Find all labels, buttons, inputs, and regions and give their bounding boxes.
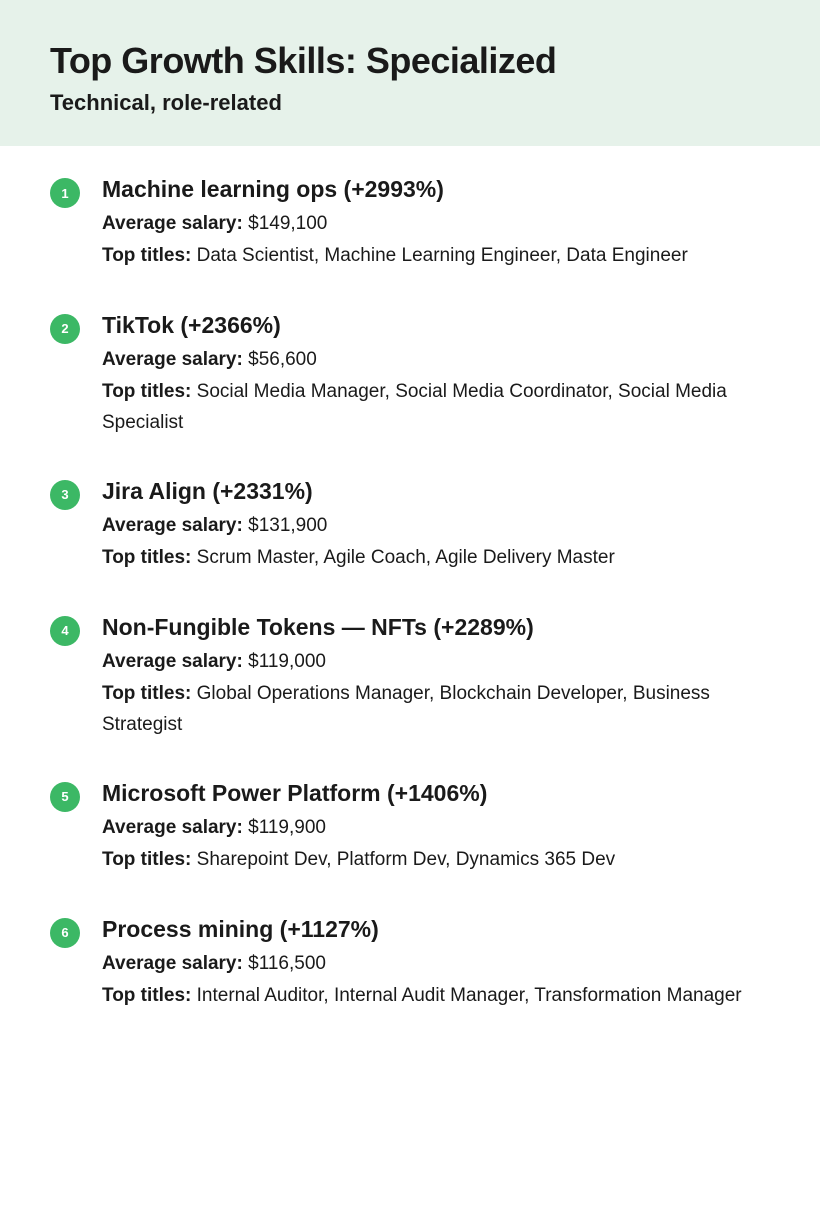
list-item: 1 Machine learning ops (+2993%) Average … xyxy=(50,176,770,274)
top-titles-value: Sharepoint Dev, Platform Dev, Dynamics 3… xyxy=(197,849,616,870)
avg-salary-value: $149,100 xyxy=(248,213,327,234)
top-titles-label: Top titles: xyxy=(102,683,191,704)
avg-salary-label: Average salary: xyxy=(102,349,243,370)
item-content: Non-Fungible Tokens — NFTs (+2289%) Aver… xyxy=(102,614,770,742)
top-titles-line: Top titles: Sharepoint Dev, Platform Dev… xyxy=(102,845,770,875)
top-titles-label: Top titles: xyxy=(102,547,191,568)
skill-title: Non-Fungible Tokens — NFTs (+2289%) xyxy=(102,614,770,641)
skill-title: TikTok (+2366%) xyxy=(102,312,770,339)
rank-badge: 3 xyxy=(50,480,80,510)
rank-badge: 6 xyxy=(50,918,80,948)
header-block: Top Growth Skills: Specialized Technical… xyxy=(0,0,820,146)
avg-salary-line: Average salary: $149,100 xyxy=(102,209,770,239)
top-titles-line: Top titles: Social Media Manager, Social… xyxy=(102,377,770,438)
item-content: Process mining (+1127%) Average salary: … xyxy=(102,916,770,1014)
avg-salary-label: Average salary: xyxy=(102,953,243,974)
rank-badge: 4 xyxy=(50,616,80,646)
avg-salary-value: $119,900 xyxy=(248,817,326,838)
item-content: TikTok (+2366%) Average salary: $56,600 … xyxy=(102,312,770,440)
top-titles-line: Top titles: Global Operations Manager, B… xyxy=(102,679,770,740)
top-titles-label: Top titles: xyxy=(102,245,191,266)
avg-salary-line: Average salary: $119,900 xyxy=(102,813,770,843)
avg-salary-value: $56,600 xyxy=(248,349,317,370)
avg-salary-line: Average salary: $131,900 xyxy=(102,511,770,541)
list-item: 2 TikTok (+2366%) Average salary: $56,60… xyxy=(50,312,770,440)
list-item: 3 Jira Align (+2331%) Average salary: $1… xyxy=(50,478,770,576)
list-item: 5 Microsoft Power Platform (+1406%) Aver… xyxy=(50,780,770,878)
skill-title: Process mining (+1127%) xyxy=(102,916,770,943)
top-titles-line: Top titles: Internal Auditor, Internal A… xyxy=(102,981,770,1011)
avg-salary-line: Average salary: $116,500 xyxy=(102,949,770,979)
top-titles-label: Top titles: xyxy=(102,381,191,402)
rank-badge: 2 xyxy=(50,314,80,344)
list-item: 4 Non-Fungible Tokens — NFTs (+2289%) Av… xyxy=(50,614,770,742)
top-titles-value: Global Operations Manager, Blockchain De… xyxy=(102,683,710,734)
item-content: Microsoft Power Platform (+1406%) Averag… xyxy=(102,780,770,878)
avg-salary-label: Average salary: xyxy=(102,817,243,838)
top-titles-value: Data Scientist, Machine Learning Enginee… xyxy=(197,245,688,266)
top-titles-value: Scrum Master, Agile Coach, Agile Deliver… xyxy=(197,547,615,568)
top-titles-line: Top titles: Data Scientist, Machine Lear… xyxy=(102,241,770,271)
item-content: Machine learning ops (+2993%) Average sa… xyxy=(102,176,770,274)
top-titles-value: Internal Auditor, Internal Audit Manager… xyxy=(197,985,742,1006)
top-titles-line: Top titles: Scrum Master, Agile Coach, A… xyxy=(102,543,770,573)
avg-salary-value: $131,900 xyxy=(248,515,327,536)
skill-title: Microsoft Power Platform (+1406%) xyxy=(102,780,770,807)
top-titles-label: Top titles: xyxy=(102,985,191,1006)
skill-title: Machine learning ops (+2993%) xyxy=(102,176,770,203)
avg-salary-value: $116,500 xyxy=(248,953,326,974)
avg-salary-label: Average salary: xyxy=(102,515,243,536)
avg-salary-line: Average salary: $56,600 xyxy=(102,345,770,375)
page-title: Top Growth Skills: Specialized xyxy=(50,40,770,82)
skill-title: Jira Align (+2331%) xyxy=(102,478,770,505)
avg-salary-value: $119,000 xyxy=(248,651,326,672)
top-titles-value: Social Media Manager, Social Media Coord… xyxy=(102,381,727,432)
avg-salary-label: Average salary: xyxy=(102,213,243,234)
top-titles-label: Top titles: xyxy=(102,849,191,870)
skills-list: 1 Machine learning ops (+2993%) Average … xyxy=(0,176,820,1013)
avg-salary-label: Average salary: xyxy=(102,651,243,672)
rank-badge: 1 xyxy=(50,178,80,208)
page-subtitle: Technical, role-related xyxy=(50,90,770,116)
rank-badge: 5 xyxy=(50,782,80,812)
list-item: 6 Process mining (+1127%) Average salary… xyxy=(50,916,770,1014)
avg-salary-line: Average salary: $119,000 xyxy=(102,647,770,677)
item-content: Jira Align (+2331%) Average salary: $131… xyxy=(102,478,770,576)
